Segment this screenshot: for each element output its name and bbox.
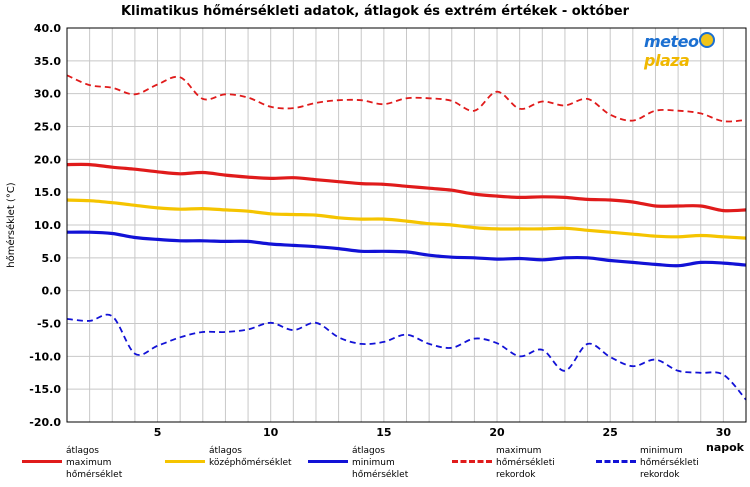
- series-min-record-line: [66, 313, 747, 401]
- legend-label-avg-max: átlagos maximum hőmérséklet: [66, 446, 123, 480]
- series-avg-min-line: [66, 230, 747, 268]
- chart-title: Klimatikus hőmérsékleti adatok, átlagok …: [121, 4, 630, 19]
- legend-label-avg-mean: átlagos középhőmérséklet: [209, 446, 292, 468]
- y-tick-label: -5.0: [37, 318, 61, 331]
- series-avg-mean-line: [66, 198, 747, 240]
- logo-text-plaza: plaza: [644, 51, 690, 70]
- legend-line-min-record: [596, 460, 636, 463]
- y-tick-label: 10.0: [34, 219, 61, 232]
- y-tick-label: 20.0: [34, 153, 61, 166]
- y-axis-label: hőmérséklet (°C): [5, 182, 17, 268]
- legend-line-max-record: [452, 460, 492, 463]
- legend-line-avg-min: [308, 460, 348, 463]
- x-tick-label: 5: [154, 426, 162, 439]
- meteoplaza-logo: meteoplaza: [644, 32, 750, 70]
- logo-sun-icon: [698, 32, 715, 48]
- y-tick-label: 40.0: [34, 22, 61, 35]
- logo-text-meteo: meteo: [644, 32, 699, 51]
- x-tick-label: 25: [603, 426, 618, 439]
- legend: átlagos maximum hőmérséklet átlagos közé…: [0, 440, 750, 487]
- y-tick-label: -15.0: [29, 383, 61, 396]
- legend-label-avg-min: átlagos minimum hőmérséklet: [352, 446, 409, 480]
- x-axis-label: napok: [706, 441, 745, 454]
- x-tick-label: 20: [489, 426, 505, 439]
- y-tick-label: 15.0: [34, 186, 61, 199]
- plot-frame: [66, 27, 747, 423]
- y-tick-label: 0.0: [42, 285, 62, 298]
- legend-line-avg-max: [22, 460, 62, 463]
- legend-line-avg-mean: [165, 460, 205, 463]
- x-tick-label: 15: [376, 426, 391, 439]
- legend-label-min-record: minimum hőmérsékleti rekordok: [640, 446, 699, 480]
- series-max-record-line: [66, 74, 747, 123]
- y-tick-label: 30.0: [34, 88, 61, 101]
- x-tick-label: 10: [263, 426, 279, 439]
- legend-label-max-record: maximum hőmérsékleti rekordok: [496, 446, 555, 480]
- y-tick-label: 35.0: [34, 55, 61, 68]
- y-tick-label: 5.0: [42, 252, 62, 265]
- y-tick-label: -10.0: [29, 350, 61, 363]
- y-tick-label: 25.0: [34, 121, 61, 134]
- x-tick-label: 30: [716, 426, 732, 439]
- series-avg-max-line: [66, 162, 747, 213]
- y-tick-label: -20.0: [29, 416, 61, 429]
